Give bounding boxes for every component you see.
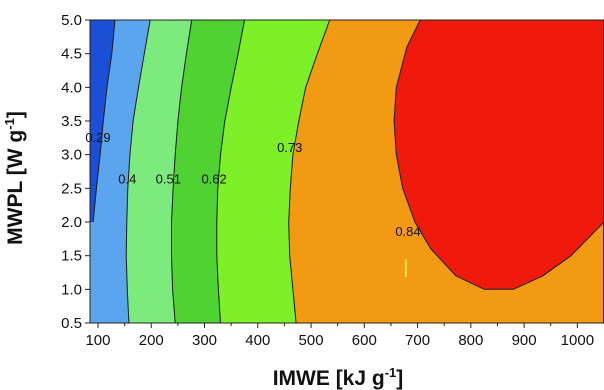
y-tick-label: 4.5 bbox=[61, 46, 82, 63]
contour-line-0.51 bbox=[171, 19, 193, 324]
y-tick-label: 3.0 bbox=[61, 147, 82, 164]
contour-label-0.29: 0.29 bbox=[85, 130, 110, 145]
contour-line-0.84 bbox=[393, 19, 604, 290]
y-tick-label: 3.5 bbox=[61, 113, 82, 130]
y-tick-label: 1.0 bbox=[61, 281, 82, 298]
x-axis-ticks: 100 200 300 400 500 600 700 800 900 1000 bbox=[85, 323, 594, 349]
x-tick-label: 800 bbox=[458, 332, 483, 349]
contour-label-0.51: 0.51 bbox=[156, 172, 181, 187]
contour-line-0.29 bbox=[92, 19, 116, 223]
contour-label-0.73: 0.73 bbox=[277, 140, 302, 155]
x-tick-label: 500 bbox=[299, 332, 324, 349]
contour-line-0.4 bbox=[125, 19, 151, 324]
band-below-0.29 bbox=[90, 20, 115, 222]
contour-line-0.73 bbox=[288, 19, 331, 324]
contour-lines bbox=[92, 19, 604, 324]
y-axis-title: MWPL [W g-1] bbox=[2, 111, 27, 245]
x-tick-label: 300 bbox=[192, 332, 217, 349]
y-tick-label: 0.5 bbox=[61, 315, 82, 332]
y-tick-label: 2.5 bbox=[61, 180, 82, 197]
y-tick-label: 1.5 bbox=[61, 248, 82, 265]
contour-line-0.62 bbox=[216, 19, 245, 324]
contour-label-0.4: 0.4 bbox=[118, 172, 136, 187]
x-tick-label: 1000 bbox=[561, 332, 594, 349]
y-tick-label: 5.0 bbox=[61, 12, 82, 29]
contour-label-0.84: 0.84 bbox=[395, 224, 420, 239]
contour-labels: 0.29 0.4 0.51 0.62 0.73 0.84 bbox=[85, 130, 420, 239]
x-tick-label: 400 bbox=[245, 332, 270, 349]
contour-bands bbox=[90, 20, 604, 323]
x-axis-title: IMWE [kJ g-1] bbox=[273, 365, 404, 390]
x-tick-label: 200 bbox=[139, 332, 164, 349]
y-axis-ticks: 0.5 1.0 1.5 2.0 2.5 3.0 3.5 4.0 4.5 5.0 bbox=[61, 12, 90, 332]
y-tick-label: 4.0 bbox=[61, 79, 82, 96]
y-tick-label: 2.0 bbox=[61, 214, 82, 231]
x-tick-label: 600 bbox=[352, 332, 377, 349]
band-above-0.84 bbox=[394, 20, 604, 290]
x-tick-label: 700 bbox=[405, 332, 430, 349]
x-tick-label: 100 bbox=[85, 332, 110, 349]
contour-label-0.62: 0.62 bbox=[201, 172, 226, 187]
x-tick-label: 900 bbox=[512, 332, 537, 349]
